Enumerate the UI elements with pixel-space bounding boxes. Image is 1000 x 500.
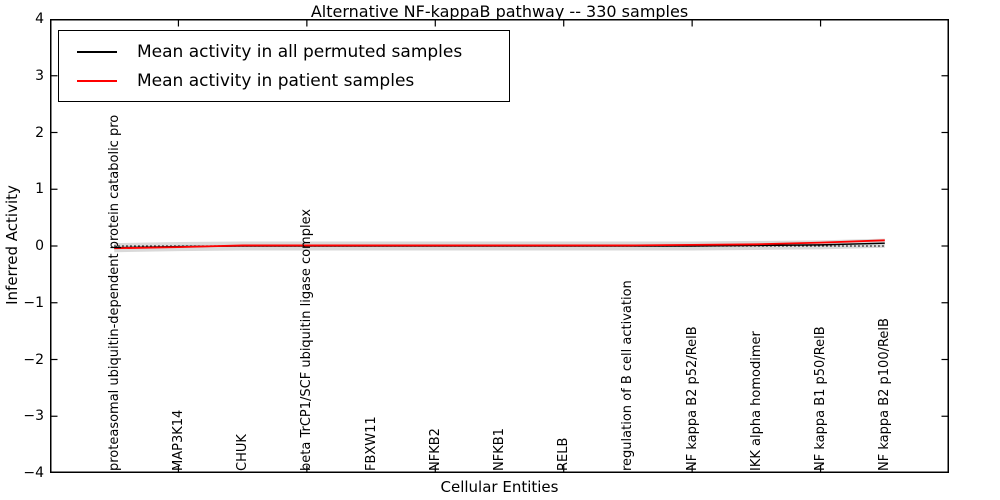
x-category-label: NF kappa B2 p52/RelB [684,326,700,471]
legend: Mean activity in all permuted samples Me… [58,30,510,102]
y-tick-label: 0 [35,238,44,254]
y-tick-label: 1 [35,181,44,198]
y-tick-label: 3 [35,67,44,84]
x-category-label: NF kappa B1 p50/RelB [813,326,829,471]
x-category-label: CHUK [235,434,251,471]
series-line-patient [114,239,885,250]
x-category-label: RELB [556,437,572,471]
x-category-label: IKK alpha homodimer [748,331,764,471]
y-tick-label: 4 [35,11,44,27]
plot-border [50,19,949,473]
legend-line-sample-permuted [77,50,117,53]
legend-label: Mean activity in all permuted samples [137,41,463,62]
chart-title: Alternative NF-kappaB pathway -- 330 sam… [310,2,689,21]
plot-area [50,19,949,473]
y-tick-label: −2 [23,351,44,368]
x-category-label: regulation of B cell activation [620,280,636,471]
y-tick-label: −3 [23,408,44,425]
legend-label: Mean activity in patient samples [137,70,415,91]
x-category-label: beta TrCP1/SCF ubiquitin ligase complex [299,208,315,471]
legend-entry-permuted: Mean activity in all permuted samples [69,37,499,66]
legend-line-sample-patient [77,79,117,82]
x-category-label: MAP3K14 [170,409,186,471]
y-tick-label: −1 [23,294,44,311]
x-category-label: FBXW11 [363,416,379,471]
x-category-label: NFKB1 [492,428,507,471]
x-category-label: proteasomal ubiquitin-dependent protein … [106,114,122,471]
legend-entry-patient: Mean activity in patient samples [69,66,499,95]
x-axis-label: Cellular Entities [440,478,559,496]
x-category-label: NF kappa B2 p100/RelB [877,318,893,471]
y-tick-label: 2 [35,124,44,141]
x-category-label: NFKB2 [427,428,443,471]
y-tick-label: −4 [23,465,44,481]
